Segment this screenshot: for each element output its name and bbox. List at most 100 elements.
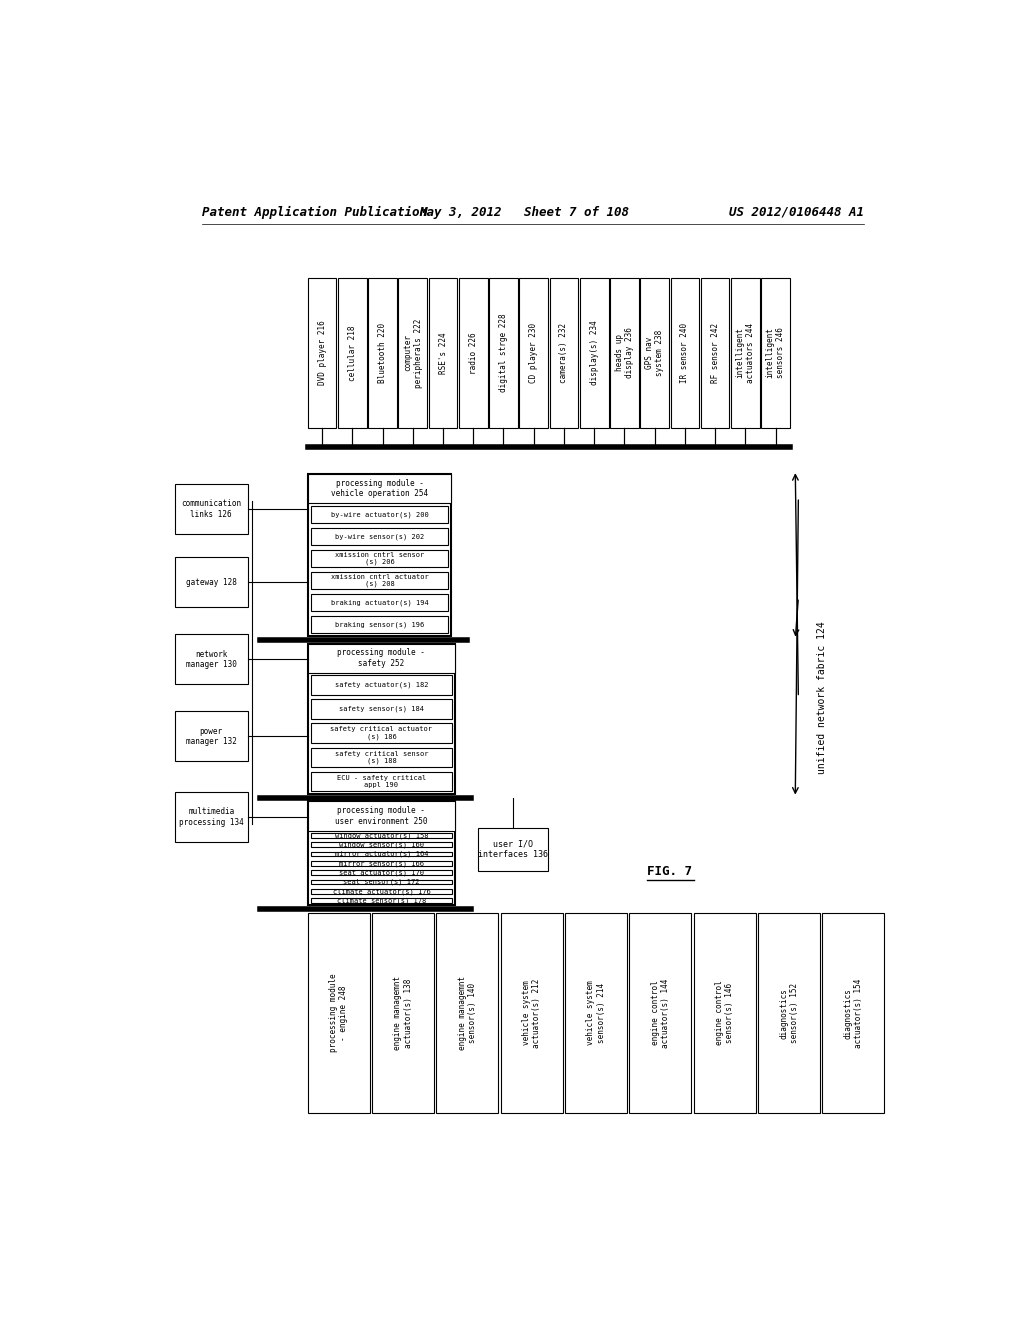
Text: DVD player 216: DVD player 216 [317, 321, 327, 385]
Bar [580, 277, 608, 428]
Text: window actuator(s) 158: window actuator(s) 158 [335, 832, 428, 838]
Bar [478, 829, 548, 871]
Text: engine control
sensor(s) 146: engine control sensor(s) 146 [715, 981, 734, 1045]
Bar [308, 644, 455, 673]
Bar [489, 277, 518, 428]
Text: IR sensor 240: IR sensor 240 [680, 323, 689, 383]
Bar [550, 277, 579, 428]
Bar [459, 277, 487, 428]
Bar [429, 277, 458, 428]
Text: safety critical sensor
(s) 188: safety critical sensor (s) 188 [335, 751, 428, 764]
Bar [311, 594, 449, 611]
Text: gateway 128: gateway 128 [186, 578, 237, 587]
Bar [311, 888, 452, 894]
Bar [731, 277, 760, 428]
Text: vehicle system
sensor(s) 214: vehicle system sensor(s) 214 [587, 981, 606, 1045]
Bar [308, 474, 452, 503]
Bar [369, 277, 397, 428]
Text: diagnostics
actuator(s) 154: diagnostics actuator(s) 154 [844, 978, 863, 1048]
Bar [311, 528, 449, 545]
Bar [311, 572, 449, 589]
Bar [308, 801, 455, 906]
Bar [311, 616, 449, 634]
Text: braking sensor(s) 196: braking sensor(s) 196 [335, 622, 424, 628]
Text: ECU - safety critical
appl 190: ECU - safety critical appl 190 [337, 775, 426, 788]
Text: power
manager 132: power manager 132 [186, 726, 237, 746]
Text: intelligent
actuators 244: intelligent actuators 244 [735, 323, 755, 383]
Text: display(s) 234: display(s) 234 [590, 321, 599, 385]
Text: FIG. 7: FIG. 7 [647, 866, 692, 878]
Bar [693, 913, 756, 1113]
Text: processing module
- engine 248: processing module - engine 248 [329, 974, 348, 1052]
Bar [311, 833, 452, 838]
Text: unified network fabric 124: unified network fabric 124 [816, 620, 826, 774]
Bar [311, 851, 452, 857]
Bar [501, 913, 563, 1113]
Bar [174, 484, 248, 535]
Text: US 2012/0106448 A1: US 2012/0106448 A1 [729, 206, 864, 219]
Bar [311, 861, 452, 866]
Text: intelligent
sensors 246: intelligent sensors 246 [766, 327, 785, 379]
Bar [822, 913, 885, 1113]
Bar [761, 277, 790, 428]
Text: seat actuator(s) 170: seat actuator(s) 170 [339, 870, 424, 876]
Text: mirror actuator(s) 164: mirror actuator(s) 164 [335, 850, 428, 857]
Text: window sensor(s) 160: window sensor(s) 160 [339, 841, 424, 847]
Text: seat sensor(s) 172: seat sensor(s) 172 [343, 879, 420, 886]
Text: multimedia
processing 134: multimedia processing 134 [179, 808, 244, 826]
Text: by-wire actuator(s) 200: by-wire actuator(s) 200 [331, 511, 428, 517]
Text: radio 226: radio 226 [469, 333, 478, 374]
Bar [640, 277, 669, 428]
Bar [311, 506, 449, 523]
Bar [174, 557, 248, 607]
Bar [311, 747, 452, 767]
Bar [174, 635, 248, 684]
Text: climate actuator(s) 176: climate actuator(s) 176 [333, 888, 430, 895]
Text: heads up
display 236: heads up display 236 [614, 327, 634, 379]
Text: network
manager 130: network manager 130 [186, 649, 237, 669]
Text: camera(s) 232: camera(s) 232 [559, 323, 568, 383]
Text: digital strge 228: digital strge 228 [499, 314, 508, 392]
Text: processing module -
user environment 250: processing module - user environment 250 [335, 807, 428, 826]
Text: RF sensor 242: RF sensor 242 [711, 323, 720, 383]
Bar [436, 913, 499, 1113]
Bar [565, 913, 627, 1113]
Bar [700, 277, 729, 428]
Text: safety critical actuator
(s) 186: safety critical actuator (s) 186 [331, 726, 432, 741]
Bar [311, 723, 452, 743]
Bar [338, 277, 367, 428]
Text: communication
links 126: communication links 126 [181, 499, 242, 519]
Text: engine control
actuator(s) 144: engine control actuator(s) 144 [650, 978, 670, 1048]
Text: engine managemnt
actuator(s) 138: engine managemnt actuator(s) 138 [393, 975, 413, 1051]
Bar [758, 913, 820, 1113]
Bar [311, 870, 452, 875]
Text: GPS nav
system 238: GPS nav system 238 [645, 330, 665, 376]
Bar [519, 277, 548, 428]
Text: Bluetooth 220: Bluetooth 220 [378, 323, 387, 383]
Text: processing module -
vehicle operation 254: processing module - vehicle operation 25… [331, 479, 428, 499]
Text: RSE's 224: RSE's 224 [438, 333, 447, 374]
Text: mirror sensor(s) 166: mirror sensor(s) 166 [339, 861, 424, 866]
Text: by-wire sensor(s) 202: by-wire sensor(s) 202 [335, 533, 424, 540]
Text: safety sensor(s) 184: safety sensor(s) 184 [339, 706, 424, 713]
Text: May 3, 2012   Sheet 7 of 108: May 3, 2012 Sheet 7 of 108 [420, 206, 630, 219]
Bar [308, 644, 455, 793]
Text: xmission cntrl sensor
(s) 206: xmission cntrl sensor (s) 206 [335, 552, 424, 565]
Bar [308, 474, 452, 636]
Bar [372, 913, 434, 1113]
Text: computer
peripherals 222: computer peripherals 222 [403, 318, 423, 388]
Bar [671, 277, 699, 428]
Bar [311, 675, 452, 694]
Bar [174, 792, 248, 842]
Bar [311, 842, 452, 847]
Text: diagnostics
sensor(s) 152: diagnostics sensor(s) 152 [779, 983, 799, 1043]
Text: Patent Application Publication: Patent Application Publication [202, 206, 427, 219]
Text: processing module -
safety 252: processing module - safety 252 [338, 648, 425, 668]
Bar [311, 550, 449, 568]
Text: braking actuator(s) 194: braking actuator(s) 194 [331, 599, 428, 606]
Bar [308, 801, 455, 830]
Text: engine managemnt
sensor(s) 140: engine managemnt sensor(s) 140 [458, 975, 477, 1051]
Bar [311, 700, 452, 719]
Text: user I/O
interfaces 136: user I/O interfaces 136 [478, 840, 548, 859]
Bar [630, 913, 691, 1113]
